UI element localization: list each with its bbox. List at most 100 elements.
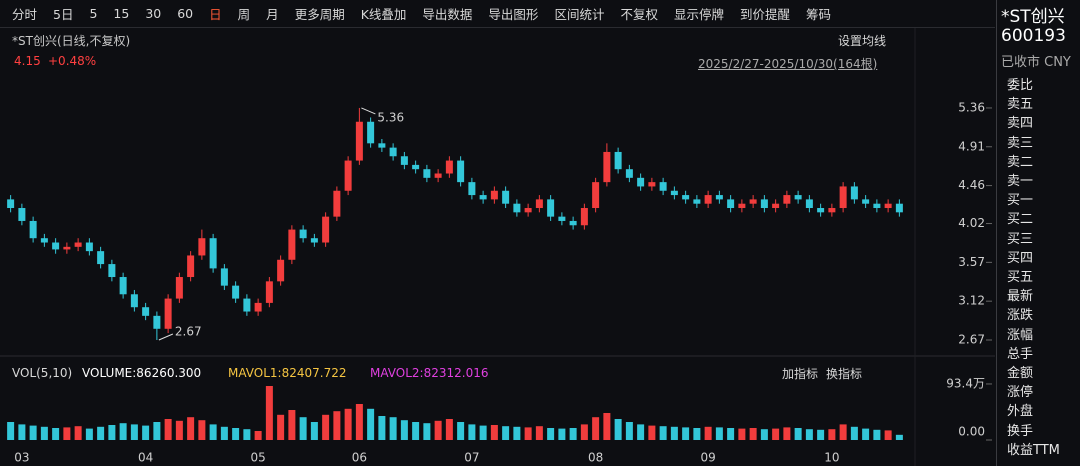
candle-body (479, 195, 487, 200)
toolbar-item[interactable]: 60 (177, 6, 194, 21)
toolbar-item[interactable]: 分时 (12, 7, 38, 22)
candle-body (29, 220, 37, 239)
volume-bar (40, 426, 48, 440)
candle-body (558, 216, 566, 221)
quote-label: 卖五 (1007, 97, 1034, 113)
volume-bar (558, 428, 566, 440)
toolbar-item[interactable]: 到价提醒 (739, 7, 790, 22)
volume-bar (682, 427, 690, 440)
quote-label: 委比 (1007, 78, 1034, 93)
volume-bar (828, 429, 836, 440)
candle-body (18, 208, 26, 221)
toolbar-item[interactable]: 筹码 (806, 7, 832, 22)
quote-label: 涨停 (1007, 385, 1034, 401)
volume-bar (850, 426, 858, 440)
candle-body (355, 121, 363, 161)
toolbar-item[interactable]: 显示停牌 (673, 7, 724, 22)
quote-label: 卖二 (1007, 154, 1034, 170)
volume-bar (175, 420, 183, 440)
candle-body (693, 199, 701, 204)
candle-body (783, 195, 791, 204)
toolbar-item[interactable]: 导出图形 (488, 7, 539, 22)
candle-body (760, 199, 768, 209)
volume-bar (592, 417, 600, 440)
candle-body (749, 199, 757, 204)
candle-body (389, 147, 397, 157)
quote-label: 总手 (1007, 346, 1034, 362)
candle-body (119, 277, 127, 295)
candle-body (423, 169, 431, 178)
candle-body (142, 307, 150, 316)
toolbar-item[interactable]: 不复权 (620, 7, 658, 22)
candle-body (367, 121, 375, 144)
toolbar-item[interactable]: 周 (237, 7, 251, 22)
volume-bar (164, 419, 172, 440)
candle-body (63, 246, 71, 250)
volume-bar (97, 426, 105, 440)
toolbar-item[interactable]: 5 (89, 6, 98, 21)
ma-settings[interactable]: 设置均线 (838, 34, 887, 48)
volume-bar (659, 426, 667, 440)
high-annotation: 5.36 (377, 110, 404, 124)
candle-body (130, 294, 138, 308)
candle-body (513, 203, 521, 213)
candle-body (794, 195, 802, 200)
quote-label: 买二 (1007, 212, 1034, 228)
toolbar-item[interactable]: 15 (113, 6, 130, 21)
candle-body (502, 190, 510, 204)
candle-body (490, 190, 498, 200)
volume-bar (412, 422, 420, 440)
candle-body (209, 238, 217, 269)
quote-label: 买五 (1007, 270, 1034, 285)
volume-bar (243, 429, 251, 440)
volume-bar (704, 426, 712, 440)
candle-body (175, 277, 183, 299)
toolbar-item[interactable]: 月 (266, 7, 279, 22)
toolbar-item[interactable]: 30 (145, 6, 162, 21)
volume-tick-label: 0.00 (958, 425, 985, 439)
volume-bar (738, 428, 746, 440)
candle-body (277, 259, 285, 282)
volume-bar (805, 429, 813, 440)
volume-bar (614, 419, 622, 440)
candle-body (569, 220, 577, 226)
volume-bar (817, 429, 825, 440)
candle-body (378, 143, 386, 148)
toolbar-item[interactable]: 导出数据 (422, 7, 473, 22)
volume-bar (513, 426, 521, 440)
volume-bar (209, 424, 217, 440)
candle-body (873, 203, 881, 209)
high-pointer (361, 107, 376, 115)
candle-body (817, 208, 825, 213)
toolbar-item[interactable]: K线叠加 (360, 7, 407, 22)
candle-body (625, 169, 633, 178)
candle-body (704, 195, 712, 204)
side-panel: *ST创兴 600193 已收市 CNY 委比 卖五 卖四 卖三 卖二 卖一 买一 买二 买三买… (996, 0, 1080, 466)
candle-body (265, 281, 273, 303)
add-indicator[interactable]: 加指标 (782, 367, 819, 381)
toolbar-item[interactable]: 5日 (53, 7, 74, 22)
candle-body (637, 177, 645, 187)
candle-body (884, 203, 892, 209)
quote-label: 最新 (1007, 289, 1034, 305)
vol-name: VOL(5,10) (12, 366, 73, 380)
quote-label: 收益TTM (1007, 442, 1060, 458)
volume-bar (378, 416, 386, 440)
volume-bar (29, 425, 37, 440)
volume-bar (457, 422, 465, 440)
y-tick-label: 4.91 (958, 139, 985, 153)
volume-bar (400, 420, 408, 440)
toolbar-item[interactable]: 区间统计 (554, 7, 605, 22)
candle-body (828, 208, 836, 213)
volume-bar (85, 428, 93, 440)
candle-body (310, 238, 318, 243)
volume-bar (355, 404, 363, 440)
y-tick-label: 3.12 (958, 294, 985, 308)
switch-indicator[interactable]: 换指标 (826, 367, 863, 381)
volume-bar (423, 423, 431, 440)
quote-label: 卖四 (1007, 116, 1034, 132)
candle-body (164, 298, 172, 329)
toolbar-item[interactable]: 日 (209, 7, 222, 22)
toolbar-item[interactable]: 更多周期 (294, 7, 345, 22)
volume-bar (445, 419, 453, 440)
